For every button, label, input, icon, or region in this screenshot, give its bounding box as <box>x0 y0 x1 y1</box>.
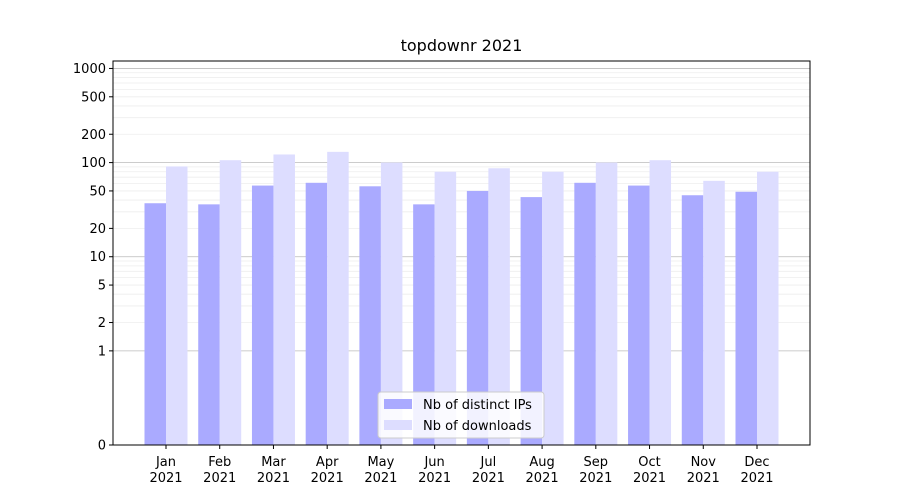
bar-downloads <box>703 180 725 445</box>
y-tick-label: 500 <box>81 90 106 105</box>
bar-downloads <box>273 154 295 446</box>
bar-downloads <box>649 160 672 445</box>
legend-label: Nb of distinct IPs <box>423 398 532 413</box>
bar-ips <box>574 182 596 445</box>
bar-ips <box>251 185 274 446</box>
y-axis: 0 1 2 5 10 20 50 100 200 500 1000 <box>73 62 113 454</box>
bar-ips <box>413 204 435 445</box>
x-tick-label: Nov 2021 <box>687 455 720 486</box>
bar-downloads <box>434 171 457 445</box>
bar-ips <box>359 186 381 445</box>
x-axis: Jan 2021 Feb 2021 Mar 2021 Apr 2021 May 2021 Jun 20… <box>149 445 774 486</box>
bar-downloads <box>542 171 564 445</box>
legend-swatch <box>384 399 412 409</box>
y-tick-label: 2 <box>98 316 106 331</box>
legend-box <box>377 391 545 439</box>
bar-ips <box>735 191 757 445</box>
bar-downloads <box>488 168 510 446</box>
x-tick-label: Jan 2021 <box>149 455 182 486</box>
x-tick-label: Oct 2021 <box>633 455 666 486</box>
y-tick-label: 200 <box>81 128 106 143</box>
bar-ips <box>198 204 220 445</box>
bar-ips <box>681 195 704 445</box>
legend-swatch <box>384 420 412 430</box>
y-tick-label: 5 <box>98 279 106 294</box>
bar-downloads <box>166 166 188 445</box>
y-tick-label: 1 <box>98 344 106 359</box>
plot-frame <box>112 60 811 446</box>
x-tick-label: Aug 2021 <box>526 455 559 486</box>
legend: Nb of distinct IPs Nb of downloads <box>377 391 545 439</box>
bar-downloads <box>380 162 403 445</box>
bar-ips <box>520 197 543 445</box>
bar-ips <box>144 203 166 445</box>
bar-downloads <box>327 151 349 446</box>
x-tick-label: Jun 2021 <box>418 455 451 486</box>
x-tick-label: Apr 2021 <box>311 455 344 486</box>
y-tick-label: 20 <box>89 222 106 237</box>
y-tick-label: 0 <box>98 439 106 454</box>
y-tick-label: 1000 <box>73 62 106 77</box>
bar-downloads <box>219 160 242 445</box>
y-tick-label: 10 <box>89 250 106 265</box>
bar-downloads <box>757 171 779 445</box>
bar-ips <box>305 182 328 445</box>
bar-ips <box>628 185 650 446</box>
y-tick-label: 100 <box>81 156 106 171</box>
x-tick-label: Dec 2021 <box>740 455 773 486</box>
bars <box>144 151 779 446</box>
x-tick-label: Feb 2021 <box>203 455 236 486</box>
y-tick-label: 50 <box>89 184 106 199</box>
chart-title: topdownr 2021 <box>401 36 523 55</box>
legend-label: Nb of downloads <box>423 419 532 434</box>
x-tick-label: Mar 2021 <box>257 455 290 486</box>
x-tick-label: Jul 2021 <box>472 455 505 486</box>
bar-downloads <box>595 162 618 445</box>
bar-ips <box>466 190 489 445</box>
x-tick-label: Sep 2021 <box>579 455 612 486</box>
x-tick-label: May 2021 <box>364 455 397 486</box>
